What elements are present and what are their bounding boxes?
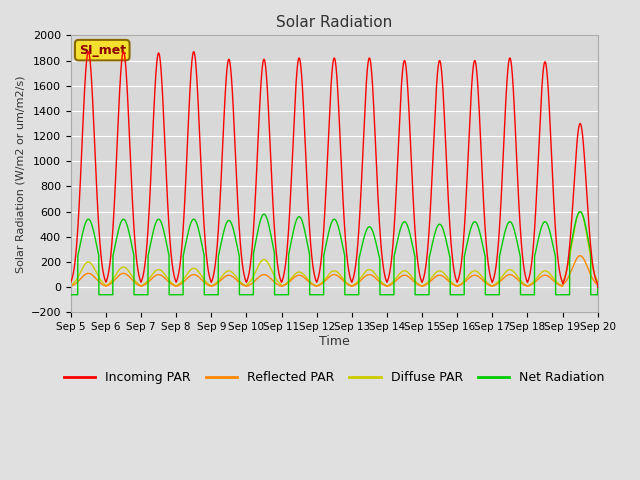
Text: SI_met: SI_met bbox=[79, 44, 126, 57]
X-axis label: Time: Time bbox=[319, 335, 349, 348]
Legend: Incoming PAR, Reflected PAR, Diffuse PAR, Net Radiation: Incoming PAR, Reflected PAR, Diffuse PAR… bbox=[59, 366, 609, 389]
Title: Solar Radiation: Solar Radiation bbox=[276, 15, 392, 30]
Y-axis label: Solar Radiation (W/m2 or um/m2/s): Solar Radiation (W/m2 or um/m2/s) bbox=[15, 75, 25, 273]
